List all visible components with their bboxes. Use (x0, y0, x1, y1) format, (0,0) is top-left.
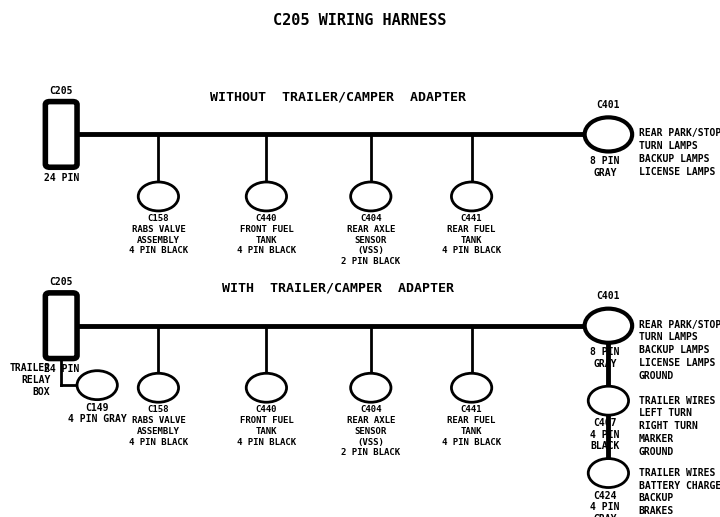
Circle shape (585, 117, 632, 151)
Text: C404
REAR AXLE
SENSOR
(VSS)
2 PIN BLACK: C404 REAR AXLE SENSOR (VSS) 2 PIN BLACK (341, 405, 400, 458)
Circle shape (585, 309, 632, 343)
Text: C149
4 PIN GRAY: C149 4 PIN GRAY (68, 403, 127, 424)
Text: C401: C401 (597, 291, 620, 301)
Circle shape (246, 373, 287, 402)
Text: 8 PIN
GRAY: 8 PIN GRAY (590, 347, 619, 369)
FancyBboxPatch shape (45, 101, 77, 168)
Circle shape (138, 373, 179, 402)
Circle shape (138, 182, 179, 211)
Text: C440
FRONT FUEL
TANK
4 PIN BLACK: C440 FRONT FUEL TANK 4 PIN BLACK (237, 405, 296, 447)
Text: C205: C205 (50, 86, 73, 96)
Text: C424
4 PIN
GRAY: C424 4 PIN GRAY (590, 491, 619, 517)
Text: 24 PIN: 24 PIN (44, 173, 78, 183)
Text: C441
REAR FUEL
TANK
4 PIN BLACK: C441 REAR FUEL TANK 4 PIN BLACK (442, 214, 501, 255)
Text: C441
REAR FUEL
TANK
4 PIN BLACK: C441 REAR FUEL TANK 4 PIN BLACK (442, 405, 501, 447)
Text: C158
RABS VALVE
ASSEMBLY
4 PIN BLACK: C158 RABS VALVE ASSEMBLY 4 PIN BLACK (129, 214, 188, 255)
Text: WITH  TRAILER/CAMPER  ADAPTER: WITH TRAILER/CAMPER ADAPTER (222, 282, 454, 295)
Circle shape (451, 182, 492, 211)
Text: C205: C205 (50, 277, 73, 287)
Text: C440
FRONT FUEL
TANK
4 PIN BLACK: C440 FRONT FUEL TANK 4 PIN BLACK (237, 214, 296, 255)
Circle shape (451, 373, 492, 402)
FancyBboxPatch shape (45, 293, 77, 359)
Circle shape (77, 371, 117, 400)
Text: TRAILER WIRES
BATTERY CHARGE
BACKUP
BRAKES: TRAILER WIRES BATTERY CHARGE BACKUP BRAK… (639, 468, 720, 516)
Circle shape (588, 459, 629, 488)
Circle shape (351, 182, 391, 211)
Circle shape (588, 386, 629, 415)
Text: C158
RABS VALVE
ASSEMBLY
4 PIN BLACK: C158 RABS VALVE ASSEMBLY 4 PIN BLACK (129, 405, 188, 447)
Circle shape (246, 182, 287, 211)
Text: TRAILER
RELAY
BOX: TRAILER RELAY BOX (9, 363, 50, 397)
Text: 24 PIN: 24 PIN (44, 364, 78, 374)
Text: C401: C401 (597, 100, 620, 110)
Text: C205 WIRING HARNESS: C205 WIRING HARNESS (274, 13, 446, 28)
Text: WITHOUT  TRAILER/CAMPER  ADAPTER: WITHOUT TRAILER/CAMPER ADAPTER (210, 90, 467, 103)
Text: C404
REAR AXLE
SENSOR
(VSS)
2 PIN BLACK: C404 REAR AXLE SENSOR (VSS) 2 PIN BLACK (341, 214, 400, 266)
Text: REAR PARK/STOP
TURN LAMPS
BACKUP LAMPS
LICENSE LAMPS: REAR PARK/STOP TURN LAMPS BACKUP LAMPS L… (639, 128, 720, 177)
Text: REAR PARK/STOP
TURN LAMPS
BACKUP LAMPS
LICENSE LAMPS
GROUND: REAR PARK/STOP TURN LAMPS BACKUP LAMPS L… (639, 320, 720, 381)
Text: C407
4 PIN
BLACK: C407 4 PIN BLACK (590, 418, 619, 451)
Circle shape (351, 373, 391, 402)
Text: 8 PIN
GRAY: 8 PIN GRAY (590, 156, 619, 178)
Text: TRAILER WIRES
LEFT TURN
RIGHT TURN
MARKER
GROUND: TRAILER WIRES LEFT TURN RIGHT TURN MARKE… (639, 396, 715, 457)
